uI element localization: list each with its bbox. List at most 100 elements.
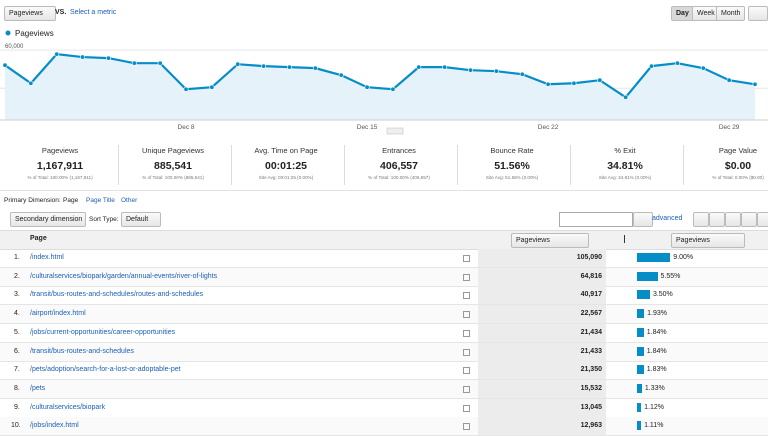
row-index: 7. [14,366,20,374]
point [54,51,60,57]
page-link[interactable]: /pets/adoption/search-for-a-lost-or-adop… [30,366,181,374]
row-bg [0,361,768,381]
row-index: 1. [14,254,20,261]
open-icon[interactable] [463,255,470,262]
page-link[interactable]: /pets [30,384,46,392]
chart-type-button[interactable] [748,6,768,21]
point [286,64,292,70]
pageviews-value: 64,816 [580,272,602,280]
row-index: 3. [14,291,20,299]
point [157,60,163,66]
metric-sub: Site Avg: 34.81% (0.00%) [598,175,652,180]
dimension-option[interactable]: Other [121,197,138,204]
metric-value: 885,541 [154,160,192,172]
metric-label: Pageviews [41,146,79,155]
period-button[interactable]: Month [716,6,746,21]
view-button[interactable] [741,212,757,227]
point [493,68,499,74]
sort-select[interactable]: Default [121,212,161,227]
open-icon[interactable] [463,385,470,393]
search-button[interactable] [633,212,653,227]
share-label: 5.55% [660,272,681,280]
row-index: 6. [14,347,20,355]
metric-value: 1,167,911 [36,160,84,172]
metric-label: Entrances [382,146,416,155]
pageviews-value: 21,434 [580,328,602,336]
dimension-label: Primary Dimension: [4,197,61,204]
metric-divider [570,145,571,185]
pageviews-value: 12,963 [580,422,602,430]
sort-label: Sort Type: [89,216,119,223]
open-icon[interactable] [463,367,470,375]
metric-select[interactable]: Pageviews [4,6,56,21]
header-page: Page [30,235,47,242]
metric-label: Unique Pageviews [141,146,205,155]
row-index: 4. [14,310,20,318]
page-link[interactable]: /index.html [30,254,64,261]
header-compare[interactable]: Pageviews [671,233,745,248]
share-label: 1.12% [644,403,664,411]
view-button[interactable] [709,212,725,227]
page-link[interactable]: /culturalservices/biopark [30,403,106,411]
point [752,81,758,87]
page-link[interactable]: /jobs/index.html [30,422,79,430]
secondary-dimension[interactable]: Secondary dimension [10,212,86,227]
share-bar [637,309,645,319]
metric-divider [683,145,684,185]
point [519,71,525,77]
legend-label: Pageviews [15,29,54,38]
share-bar [637,421,642,431]
open-icon[interactable] [463,404,470,412]
advanced-link[interactable]: advanced [652,215,683,222]
row-index: 8. [14,384,20,392]
dimension-option[interactable]: Page Title [86,197,115,204]
row-bg [0,249,768,268]
legend-marker [5,30,11,36]
metric-sub: % of Total: 100.00% (406,557) [368,175,430,180]
open-icon[interactable] [463,348,470,356]
open-icon[interactable] [463,423,470,431]
point [674,60,680,66]
page-link[interactable]: /transit/bus-routes-and-schedules/routes… [30,291,204,299]
select-metric[interactable]: Select a metric [70,9,117,16]
metric-value: 406,557 [380,160,418,172]
view-button[interactable] [757,212,768,227]
metric-label: Avg. Time on Page [254,146,318,155]
search-box[interactable] [559,212,633,227]
pageviews-cell-bg [478,379,606,398]
point [390,86,396,92]
metric-sub: % of Total: 100.00% (1,167,911) [27,175,93,180]
metric-divider [231,145,232,185]
point [700,65,706,71]
open-icon[interactable] [463,329,470,337]
x-tick-label: Dec 22 [538,124,559,131]
view-button[interactable] [693,212,709,227]
point [28,80,34,86]
vs-label: VS. [55,9,67,16]
metric-value: $0.00 [724,160,752,172]
header-metric[interactable]: Pageviews [511,233,589,248]
page-link[interactable]: /airport/index.html [30,310,86,318]
page-link[interactable]: /transit/bus-routes-and-schedules [30,347,134,355]
page-link[interactable]: /culturalservices/biopark/garden/annual-… [30,272,218,280]
point [235,61,241,67]
pageviews-cell-bg [478,361,606,380]
point [726,77,732,83]
open-icon[interactable] [463,311,470,319]
dimension-option[interactable]: Page [63,197,79,204]
period-button[interactable]: Day [671,6,694,21]
share-bar [637,365,644,375]
row-bg [0,324,768,343]
open-icon[interactable] [463,273,470,281]
point [597,77,603,83]
pageviews-cell-bg [478,286,606,305]
metric-value: 00:01:25 [264,160,308,172]
area [5,54,755,120]
metric-sub: % of Total: 100.00% (885,541) [142,175,204,180]
page-link[interactable]: /jobs/current-opportunities/career-oppor… [30,328,176,336]
view-button[interactable] [725,212,741,227]
point [80,54,86,60]
metric-value: 51.56% [494,160,530,172]
open-icon[interactable] [463,292,470,300]
share-bar [637,327,644,337]
